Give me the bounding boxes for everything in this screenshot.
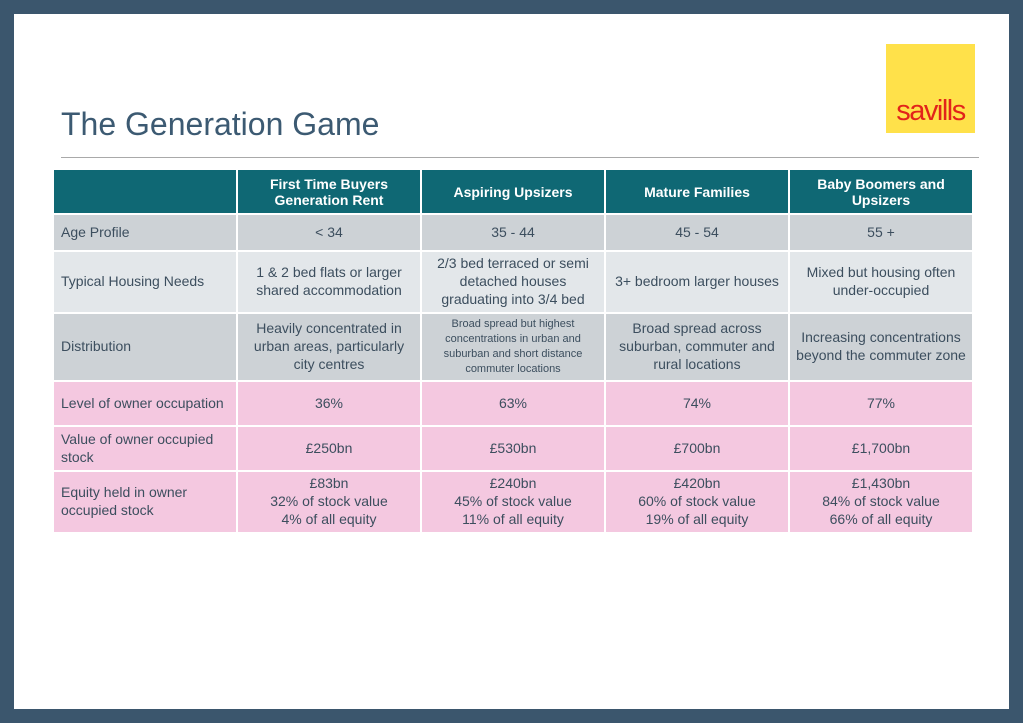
table-cell: 2/3 bed terraced or semi detached houses…	[420, 250, 606, 314]
table-cell: Broad spread but highest concentrations …	[420, 312, 606, 382]
row-value-of-owner-occupied-stock: Value of owner occupied stock £250bn £53…	[52, 425, 974, 472]
equity-amount: £240bn	[489, 475, 537, 492]
page-title: The Generation Game	[61, 106, 380, 142]
row-label: Age Profile	[52, 213, 238, 252]
table-cell: Heavily concentrated in urban areas, par…	[236, 312, 422, 382]
table-cell: 1 & 2 bed flats or larger shared accommo…	[236, 250, 422, 314]
header-first-time-buyers: First Time Buyers Generation Rent	[236, 168, 422, 215]
row-label: Level of owner occupation	[52, 380, 238, 427]
table-cell: £1,700bn	[788, 425, 974, 472]
table-cell: £420bn 60% of stock value 19% of all equ…	[604, 470, 790, 534]
savills-logo: savills	[886, 44, 975, 133]
row-label: Typical Housing Needs	[52, 250, 238, 314]
generation-table: First Time Buyers Generation Rent Aspiri…	[52, 168, 974, 534]
table-cell: £530bn	[420, 425, 606, 472]
header-mature-families: Mature Families	[604, 168, 790, 215]
table-cell: 74%	[604, 380, 790, 427]
table-cell: 63%	[420, 380, 606, 427]
equity-all-share: 66% of all equity	[829, 510, 933, 527]
table-cell: 77%	[788, 380, 974, 427]
table-cell: £1,430bn 84% of stock value 66% of all e…	[788, 470, 974, 534]
table-cell: < 34	[236, 213, 422, 252]
row-equity-held: Equity held in owner occupied stock £83b…	[52, 470, 974, 534]
equity-stock-share: 45% of stock value	[454, 493, 572, 510]
header-baby-boomers: Baby Boomers and Upsizers	[788, 168, 974, 215]
slide: The Generation Game savills First Time B…	[14, 14, 1009, 709]
table-cell: £700bn	[604, 425, 790, 472]
equity-amount: £1,430bn	[851, 475, 911, 492]
row-age-profile: Age Profile < 34 35 - 44 45 - 54 55 +	[52, 213, 974, 252]
table-cell: Broad spread across suburban, commuter a…	[604, 312, 790, 382]
header-aspiring-upsizers: Aspiring Upsizers	[420, 168, 606, 215]
equity-all-share: 11% of all equity	[462, 510, 564, 527]
table-cell: Mixed but housing often under-occupied	[788, 250, 974, 314]
table-cell: 3+ bedroom larger houses	[604, 250, 790, 314]
table-cell: 35 - 44	[420, 213, 606, 252]
header-cell-empty	[52, 168, 238, 215]
equity-amount: £420bn	[673, 475, 721, 492]
title-divider	[61, 157, 979, 158]
equity-all-share: 19% of all equity	[645, 510, 749, 527]
table-cell: Increasing concentrations beyond the com…	[788, 312, 974, 382]
equity-stock-share: 84% of stock value	[822, 493, 940, 510]
table-cell: 45 - 54	[604, 213, 790, 252]
row-label: Equity held in owner occupied stock	[52, 470, 238, 534]
header-row: First Time Buyers Generation Rent Aspiri…	[52, 168, 974, 215]
table-cell: 36%	[236, 380, 422, 427]
equity-all-share: 4% of all equity	[281, 510, 377, 527]
row-label: Distribution	[52, 312, 238, 382]
row-typical-housing-needs: Typical Housing Needs 1 & 2 bed flats or…	[52, 250, 974, 314]
equity-stock-share: 60% of stock value	[638, 493, 756, 510]
row-distribution: Distribution Heavily concentrated in urb…	[52, 312, 974, 382]
table-cell: £250bn	[236, 425, 422, 472]
equity-amount: £83bn	[309, 475, 349, 492]
row-label: Value of owner occupied stock	[52, 425, 238, 472]
equity-stock-share: 32% of stock value	[270, 493, 388, 510]
logo-text: savills	[896, 95, 966, 127]
table-cell: £240bn 45% of stock value 11% of all equ…	[420, 470, 606, 534]
row-level-of-owner-occupation: Level of owner occupation 36% 63% 74% 77…	[52, 380, 974, 427]
table-cell: 55 +	[788, 213, 974, 252]
table-cell: £83bn 32% of stock value 4% of all equit…	[236, 470, 422, 534]
